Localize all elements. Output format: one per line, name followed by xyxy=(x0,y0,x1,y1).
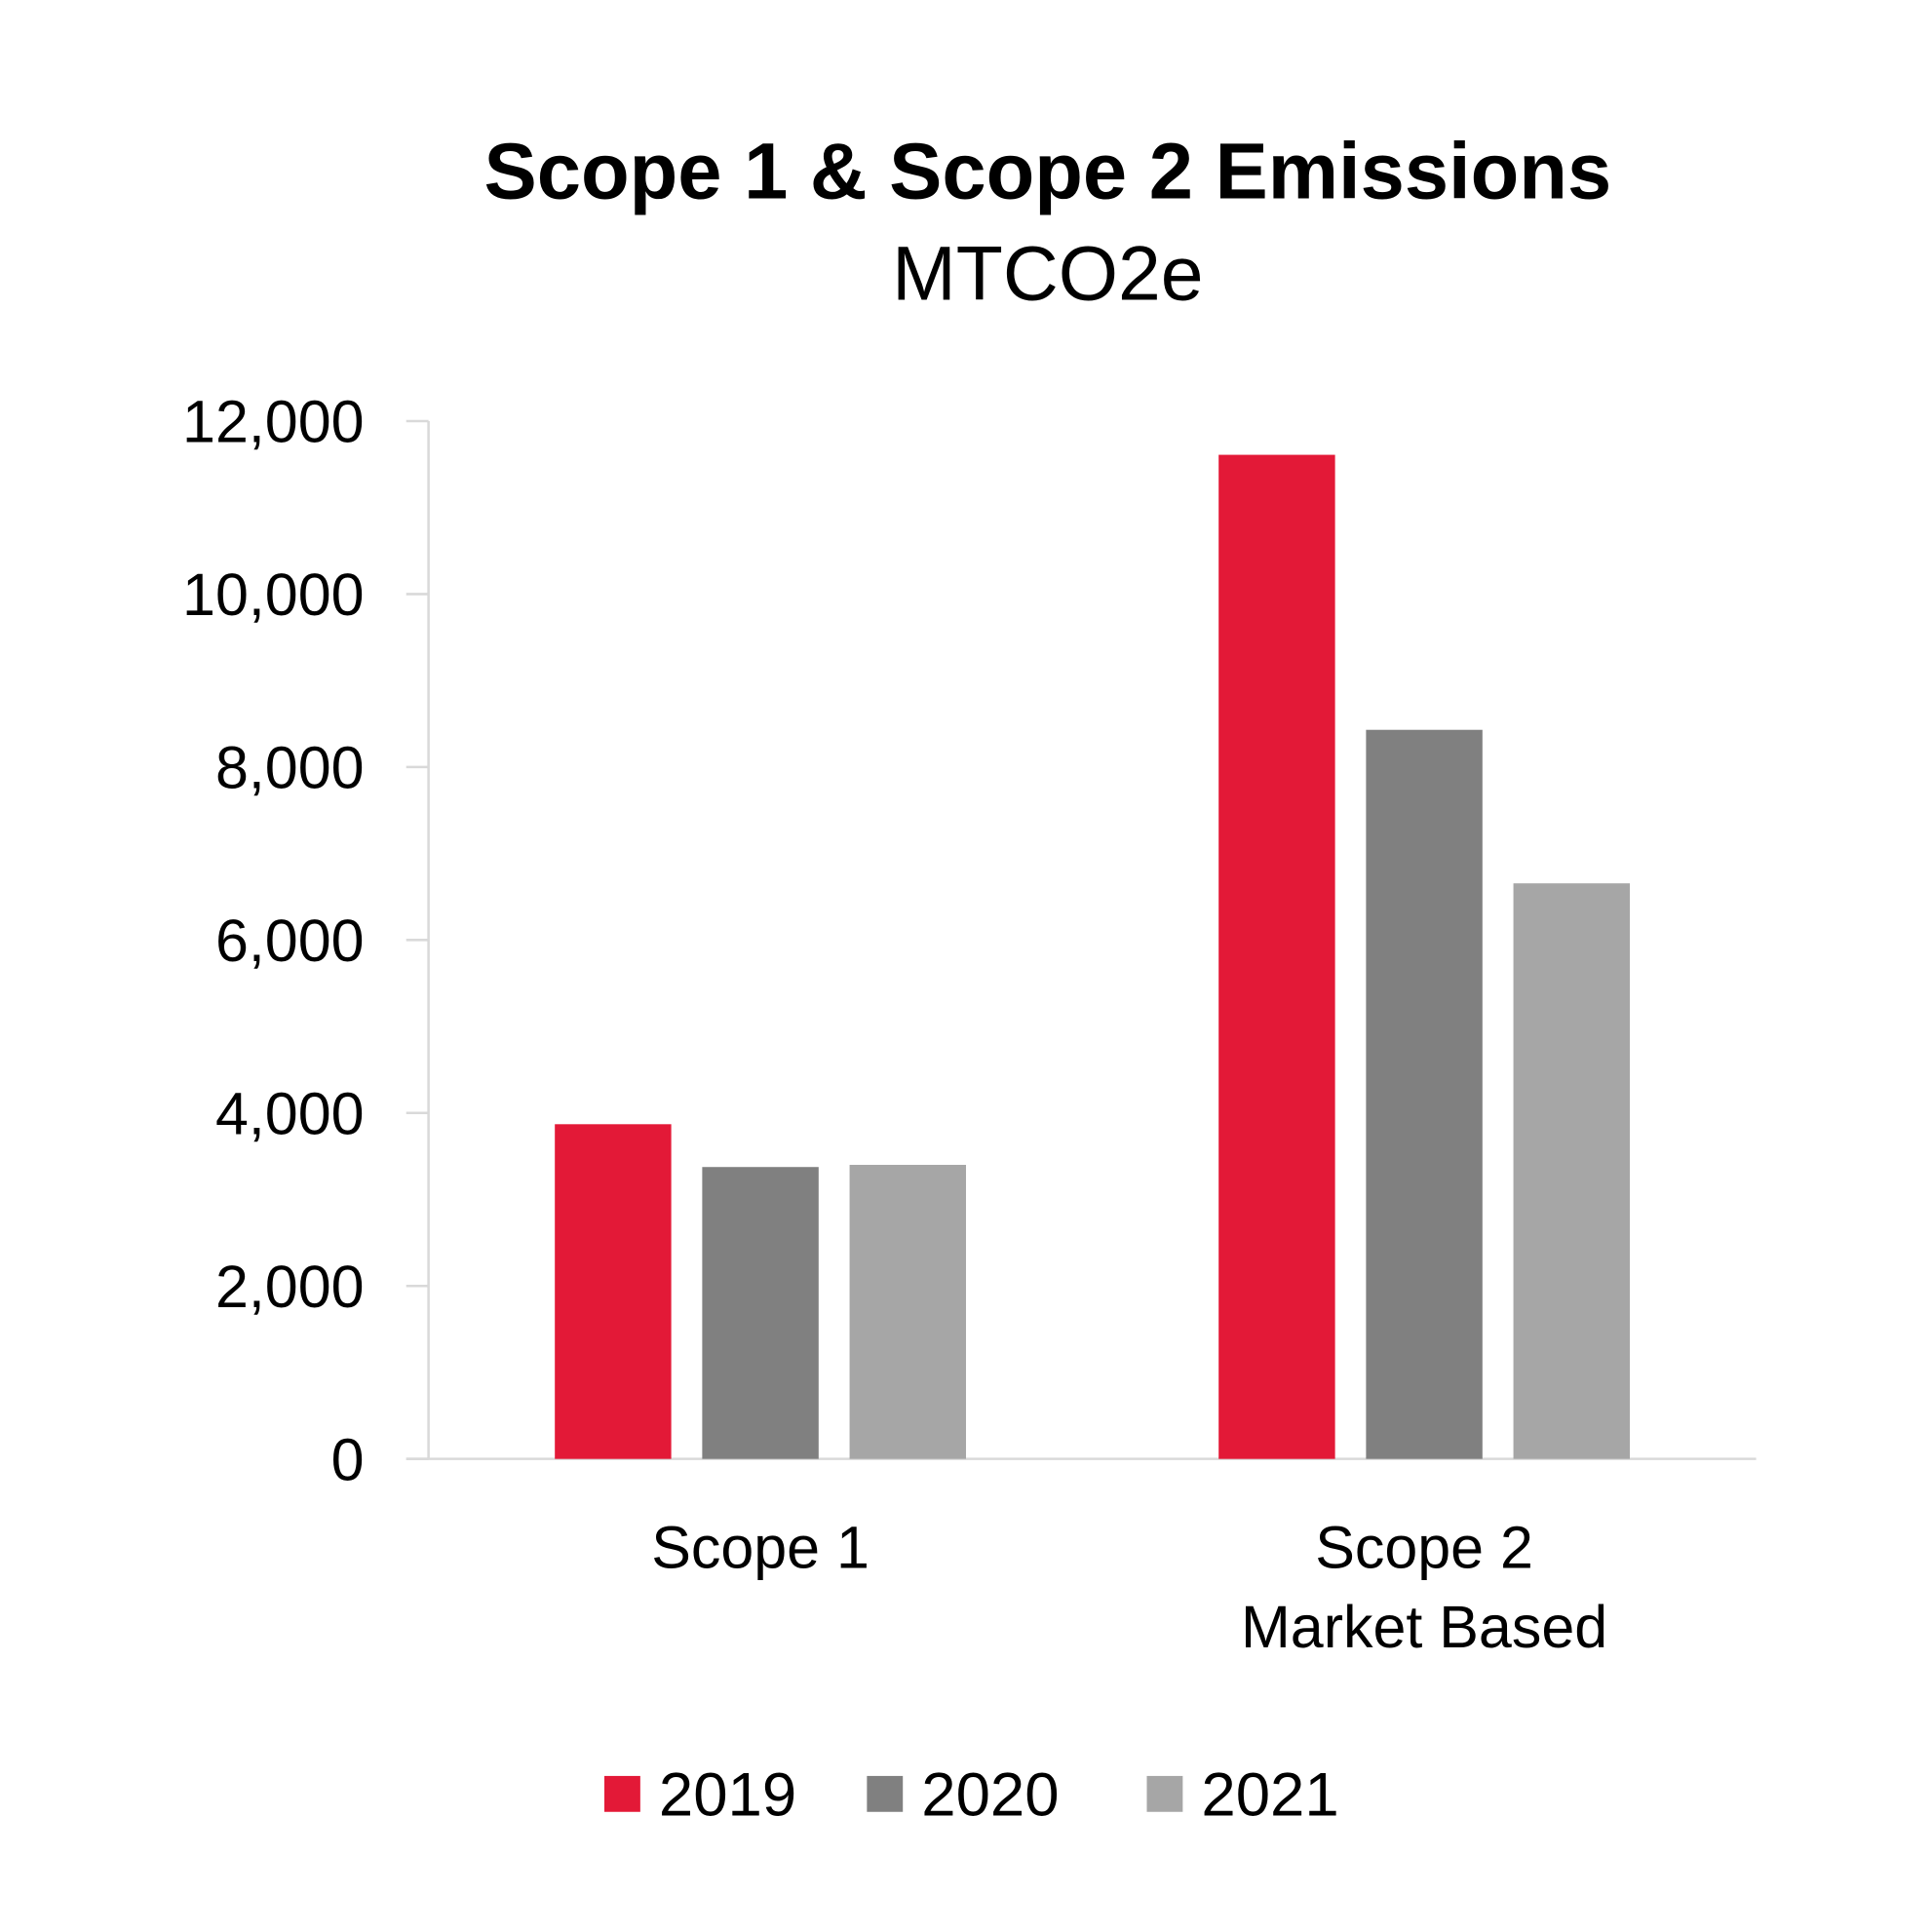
chart-title: Scope 1 & Scope 2 Emissions xyxy=(484,127,1612,215)
bar-2021-scope-2 xyxy=(1513,883,1630,1459)
bar-2020-scope-1 xyxy=(702,1167,819,1459)
legend-label: 2020 xyxy=(921,1760,1059,1830)
bar-2019-scope-2 xyxy=(1218,454,1335,1459)
legend-swatch-2019 xyxy=(604,1775,640,1812)
y-tick-label: 0 xyxy=(331,1426,365,1492)
y-tick-label: 8,000 xyxy=(215,734,365,800)
y-tick-label: 6,000 xyxy=(215,908,365,974)
y-tick-label: 10,000 xyxy=(182,561,364,628)
bar-2019-scope-1 xyxy=(555,1124,672,1459)
y-tick-label: 12,000 xyxy=(182,389,364,455)
y-tick-label: 4,000 xyxy=(215,1080,365,1146)
bar-2020-scope-2 xyxy=(1366,729,1483,1459)
chart-subtitle: MTCO2e xyxy=(892,230,1204,316)
x-category-label: Scope 2 xyxy=(1315,1514,1533,1580)
legend-swatch-2021 xyxy=(1146,1775,1183,1812)
bar-2021-scope-1 xyxy=(849,1165,966,1459)
x-category-label: Scope 1 xyxy=(651,1514,869,1580)
y-tick-label: 2,000 xyxy=(215,1254,365,1320)
legend-label: 2019 xyxy=(659,1760,796,1830)
x-category-label: Market Based xyxy=(1241,1594,1607,1660)
legend-label: 2021 xyxy=(1201,1760,1338,1830)
legend-swatch-2020 xyxy=(867,1775,904,1812)
